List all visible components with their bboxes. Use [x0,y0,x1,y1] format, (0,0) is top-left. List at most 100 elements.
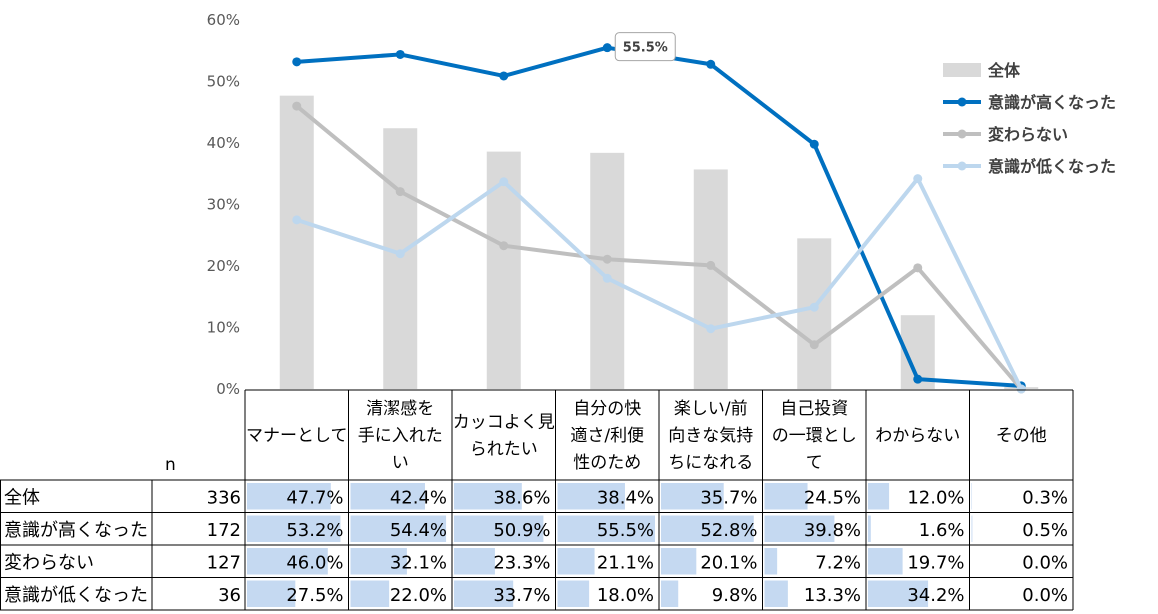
bar-0-3 [590,152,625,389]
point-2-6 [913,263,923,273]
cell-value: 21.1% [597,552,654,573]
category-label: マナーとして [246,426,348,446]
bar-0-0 [279,95,314,390]
cell-value: 53.2% [286,520,343,541]
row-label: 全体 [4,487,40,508]
legend-label-0: 全体 [987,61,1021,80]
cell-value: 13.3% [804,585,861,606]
bar-0-2 [486,151,521,389]
point-3-1 [395,249,405,259]
bar-0-4 [693,169,728,389]
category-label: 性のため [573,453,641,473]
legend-marker-1 [957,97,967,107]
point-2-2 [499,241,509,251]
data-callout: 55.5% [614,32,676,62]
legend-marker-2 [957,129,967,139]
y-tick-label: 10% [207,319,240,337]
category-label: 自分の快 [573,399,641,419]
row-n: 127 [207,552,241,573]
cell-value: 32.1% [390,552,447,573]
cell-bar-3-1 [350,580,390,607]
cell-value: 9.8% [712,585,758,606]
cell-bar-0-3 [557,483,625,510]
row-label: 意識が高くなった [4,520,148,541]
cell-bar-2-1 [350,548,407,575]
cell-bar-2-6 [868,548,903,575]
point-2-3 [602,254,612,264]
point-1-0 [292,57,302,67]
cell-value: 54.4% [390,520,447,541]
y-tick-label: 60% [207,11,240,29]
point-2-1 [395,187,405,197]
row-n: 336 [207,487,241,508]
series-line-2 [294,104,1024,391]
cell-bar-2-0 [247,548,328,575]
point-3-4 [706,324,716,334]
cell-bar-0-2 [454,483,522,510]
cell-bar-3-4 [661,580,679,607]
cell-bar-0-4 [661,483,724,510]
category-label: ちになれる [668,453,753,473]
bar-0-1 [383,128,418,390]
cell-bar-3-6 [868,580,929,607]
row-n: 36 [218,585,241,606]
point-2-4 [706,260,716,270]
y-tick-label: 20% [207,257,240,275]
cell-value: 38.4% [597,487,654,508]
cell-value: 52.8% [700,520,757,541]
category-label: カッコよく見 [453,413,555,433]
cell-bar-2-3 [557,548,595,575]
cell-bar-1-5 [764,515,835,542]
y-tick-label: 40% [207,134,240,152]
category-label: 手に入れた [358,426,443,446]
category-label: その他 [996,426,1047,446]
row-label: 変わらない [4,552,94,573]
cell-bar-0-7 [971,483,973,510]
point-1-1 [395,49,405,59]
category-label: られたい [470,440,538,460]
y-tick-label: 0% [216,380,240,398]
bar-0-5 [797,238,832,389]
cell-bar-1-4 [661,515,754,542]
point-1-6 [913,374,923,384]
cell-bar-1-1 [350,515,447,542]
category-label: て [806,453,823,473]
cell-value: 0.0% [1022,585,1068,606]
cell-value: 0.0% [1022,552,1068,573]
cell-bar-0-0 [247,483,331,510]
cell-value: 35.7% [700,487,757,508]
cell-bar-0-6 [868,483,890,510]
point-3-3 [602,273,612,283]
point-2-0 [292,101,302,111]
category-label: 自己投資 [780,399,848,419]
legend-marker-3 [957,161,967,171]
row-label: 意識が低くなった [4,585,148,606]
cell-bar-1-6 [868,515,871,542]
cell-value: 22.0% [390,585,447,606]
point-3-0 [292,215,302,225]
cell-value: 33.7% [493,585,550,606]
bar-layer [279,95,1039,390]
callout-box [614,32,676,62]
cell-value: 18.0% [597,585,654,606]
cell-bar-0-1 [350,483,425,510]
cell-value: 23.3% [493,552,550,573]
cell-bar-1-2 [454,515,544,542]
y-axis: 0% 10% 20% 30% 40% 50% 60% [207,11,240,398]
cell-bar-0-5 [764,483,808,510]
cell-bar-3-5 [764,580,788,607]
point-1-5 [809,139,819,149]
category-label: 適さ/利便 [570,426,644,446]
category-label: 向きな気持 [668,426,753,446]
n-header: n [165,455,176,475]
cell-value: 46.0% [286,552,343,573]
cell-value: 0.5% [1022,520,1068,541]
legend-swatch-0 [943,63,981,77]
point-2-5 [809,340,819,350]
cell-value: 0.3% [1022,487,1068,508]
category-label: 楽しい/前 [674,399,748,419]
cell-value: 19.7% [907,552,964,573]
cell-value: 12.0% [907,487,964,508]
